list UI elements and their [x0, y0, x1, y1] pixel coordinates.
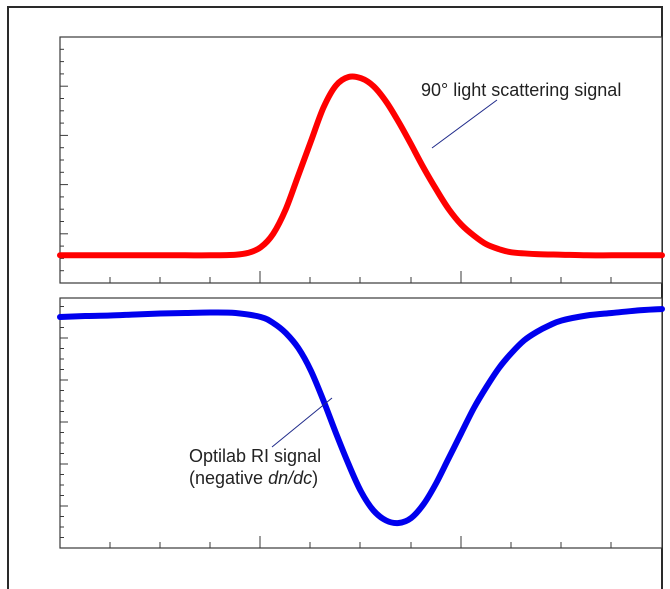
ri-signal-annotation-suffix: ): [312, 468, 318, 488]
light-scattering-annotation: 90° light scattering signal: [421, 80, 621, 100]
top-axis-ticks: [59, 36, 663, 284]
ri-signal-annotation-prefix: (negative: [189, 468, 268, 488]
bottom-axis-ticks: [59, 306, 663, 549]
top-plot-area: [59, 36, 663, 284]
ri-signal-series-line: [57, 306, 665, 527]
ri-signal-annotation-line1: Optilab RI signal: [189, 446, 321, 466]
ri-signal-annotation-dndc: dn/dc: [268, 468, 312, 488]
ri-signal-leader-line: [271, 397, 333, 448]
top-panel: 90° light scattering signal: [57, 36, 665, 284]
light-scattering-leader-line: [431, 99, 498, 149]
bottom-panel: Optilab RI signal (negative dn/dc): [57, 297, 665, 549]
bottom-plot-area: [59, 297, 663, 549]
ri-signal-annotation-line2: (negative dn/dc): [189, 468, 318, 488]
light-scattering-series-line: [57, 73, 665, 259]
